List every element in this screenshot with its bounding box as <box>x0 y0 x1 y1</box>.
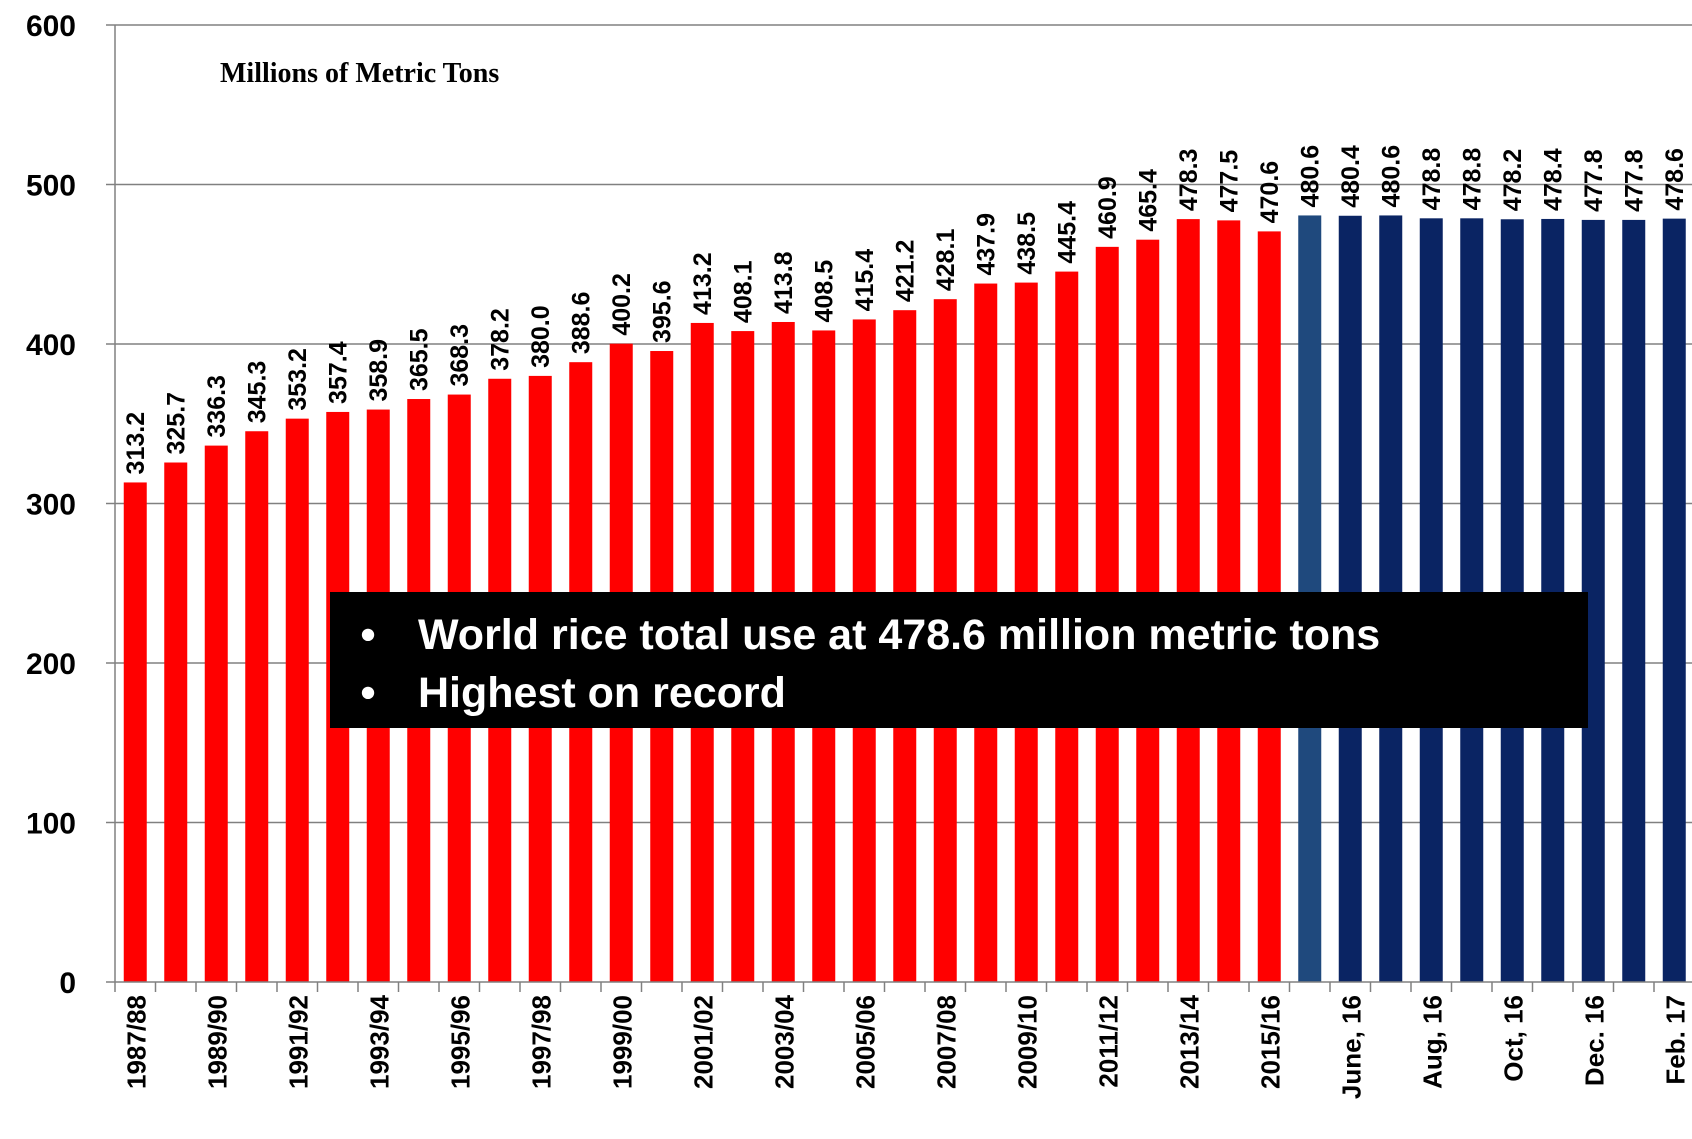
summary-callout: • World rice total use at 478.6 million … <box>330 592 1588 728</box>
data-label: 413.8 <box>770 251 798 314</box>
bullet-icon: • <box>360 610 376 659</box>
data-label: 438.5 <box>1013 212 1041 275</box>
y-tick-label: 500 <box>26 170 76 203</box>
data-label: 478.2 <box>1499 149 1527 212</box>
x-tick-label: 2009/10 <box>1012 995 1042 1089</box>
data-label: 395.6 <box>649 280 677 343</box>
data-label: 380.0 <box>527 305 555 368</box>
y-tick-label: 400 <box>26 329 76 362</box>
x-tick-label: 1999/00 <box>607 995 637 1089</box>
x-tick-label: June, 16 <box>1336 995 1366 1099</box>
data-label: 428.1 <box>932 229 960 292</box>
data-label: 478.6 <box>1661 148 1689 211</box>
x-tick-label: 2015/16 <box>1255 995 1285 1089</box>
data-label: 408.5 <box>811 260 839 323</box>
bar <box>204 445 228 982</box>
data-label: 477.5 <box>1216 150 1244 213</box>
bar <box>285 418 309 982</box>
data-label: 368.3 <box>446 324 474 387</box>
data-label: 477.8 <box>1580 149 1608 212</box>
bar <box>1622 219 1646 982</box>
data-label: 445.4 <box>1054 201 1082 264</box>
bullet-icon: • <box>360 668 376 717</box>
data-labels: 313.2 325.7 336.3 345.3 353.2 357.4 358.9 365.5… <box>122 145 1689 475</box>
data-label: 336.3 <box>203 375 231 438</box>
data-label: 408.1 <box>730 260 758 323</box>
data-label: 421.2 <box>892 240 920 303</box>
y-tick-label: 600 <box>26 10 76 43</box>
data-label: 437.9 <box>973 213 1001 276</box>
data-label: 358.9 <box>365 339 393 402</box>
x-tick-label: Aug, 16 <box>1417 995 1447 1089</box>
callout-line-2: • Highest on record <box>348 664 1588 722</box>
x-tick-label: 2011/12 <box>1093 995 1123 1088</box>
x-tick-label: 2003/04 <box>769 994 799 1089</box>
data-label: 480.6 <box>1378 145 1406 208</box>
bar <box>123 482 147 982</box>
x-tick-label: 1987/88 <box>121 995 151 1089</box>
data-label: 357.4 <box>325 341 353 404</box>
x-tick-label: 2001/02 <box>688 995 718 1089</box>
x-tick-label: 1997/98 <box>526 995 556 1089</box>
bar <box>1662 218 1686 982</box>
x-tick-label: 2013/14 <box>1174 994 1204 1089</box>
data-label: 313.2 <box>122 412 150 475</box>
x-tick-label: Dec. 16 <box>1579 995 1609 1086</box>
data-label: 413.2 <box>689 252 717 315</box>
x-tick-label: 1993/94 <box>364 994 394 1089</box>
callout-text-2: Highest on record <box>418 668 786 717</box>
x-tick-label: 1995/96 <box>445 995 475 1089</box>
x-tick-label: Feb. 17 <box>1660 995 1690 1085</box>
data-label: 470.6 <box>1256 161 1284 224</box>
y-tick-label: 0 <box>59 967 76 1000</box>
data-label: 400.2 <box>608 273 636 336</box>
data-label: 388.6 <box>568 292 596 355</box>
data-label: 345.3 <box>244 361 272 424</box>
data-label: 325.7 <box>163 392 191 455</box>
data-label: 478.8 <box>1418 148 1446 211</box>
data-label: 365.5 <box>406 328 434 391</box>
x-axis-ticks: 1987/88 1989/90 1991/92 1993/94 1995/96 1997/… <box>114 982 1690 1099</box>
callout-text-1: World rice total use at 478.6 million me… <box>418 610 1381 659</box>
data-label: 478.8 <box>1459 148 1487 211</box>
y-tick-label: 200 <box>26 648 76 681</box>
x-tick-label: Oct, 16 <box>1498 995 1528 1082</box>
bar <box>1581 219 1605 982</box>
data-label: 478.4 <box>1540 148 1568 211</box>
bar <box>164 462 188 982</box>
callout-line-1: • World rice total use at 478.6 million … <box>348 606 1588 664</box>
x-tick-label: 1991/92 <box>283 995 313 1089</box>
data-label: 480.6 <box>1297 145 1325 208</box>
data-label: 353.2 <box>284 348 312 411</box>
data-label: 465.4 <box>1135 169 1163 232</box>
y-tick-label: 300 <box>26 489 76 522</box>
y-tick-label: 100 <box>26 808 76 841</box>
bar <box>245 431 269 983</box>
data-label: 378.2 <box>487 308 515 371</box>
data-label: 478.3 <box>1175 149 1203 212</box>
x-tick-label: 2005/06 <box>850 995 880 1089</box>
data-label: 415.4 <box>851 249 879 312</box>
unit-label: Millions of Metric Tons <box>220 58 499 89</box>
data-label: 477.8 <box>1621 149 1649 212</box>
x-tick-label: 2007/08 <box>931 995 961 1089</box>
data-label: 460.9 <box>1094 176 1122 239</box>
y-axis-ticks: 0 100 200 300 400 500 600 <box>26 10 115 1000</box>
x-tick-label: 1989/90 <box>202 995 232 1089</box>
data-label: 480.4 <box>1337 145 1365 208</box>
